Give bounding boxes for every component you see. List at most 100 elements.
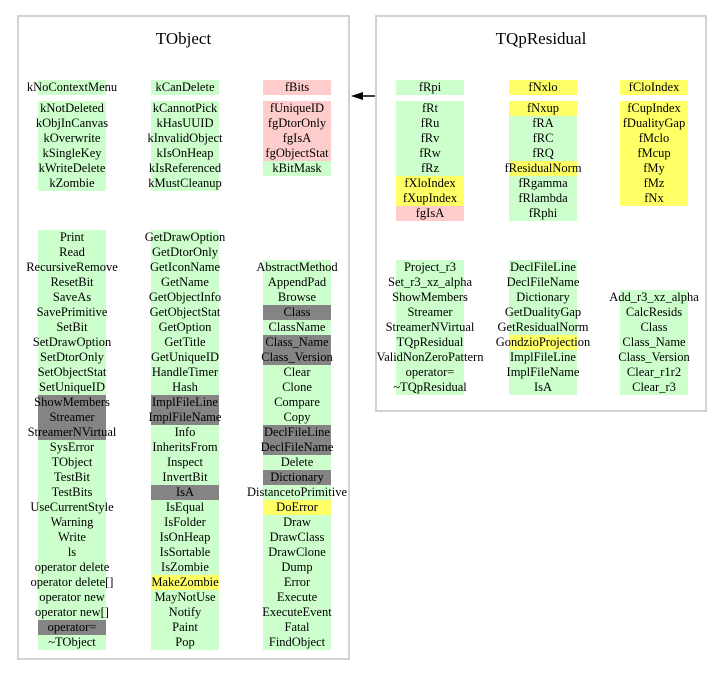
enum-cell[interactable]: kNoContextMenu xyxy=(27,80,117,95)
method-cell[interactable]: SetDrawOption xyxy=(33,335,111,350)
method-cell[interactable]: AppendPad xyxy=(263,275,331,290)
method-cell[interactable]: operator new xyxy=(38,590,106,605)
method-cell[interactable]: HandleTimer xyxy=(151,365,219,380)
method-cell[interactable]: Delete xyxy=(263,455,331,470)
method-cell[interactable]: GetName xyxy=(151,275,219,290)
method-cell[interactable]: GetUniqueID xyxy=(151,350,219,365)
method-cell[interactable]: Class xyxy=(620,320,688,335)
method-cell[interactable]: GetOption xyxy=(151,320,219,335)
data-member-cell[interactable]: fMclo xyxy=(620,131,688,146)
method-cell[interactable]: Browse xyxy=(263,290,331,305)
method-cell[interactable]: Class_Version xyxy=(261,350,333,365)
enum-cell[interactable]: kCanDelete xyxy=(151,80,219,95)
data-member-cell[interactable]: fBits xyxy=(263,80,331,95)
method-cell[interactable]: Class_Version xyxy=(618,350,690,365)
method-cell[interactable]: SetDtorOnly xyxy=(38,350,106,365)
data-member-cell[interactable]: fMy xyxy=(620,161,688,176)
enum-cell[interactable]: kOverwrite xyxy=(38,131,106,146)
method-cell[interactable]: IsFolder xyxy=(151,515,219,530)
method-cell[interactable]: DrawClass xyxy=(263,530,331,545)
method-cell[interactable]: StreamerNVirtual xyxy=(28,425,116,440)
method-cell[interactable]: Inspect xyxy=(151,455,219,470)
data-member-cell[interactable]: fXloIndex xyxy=(396,176,464,191)
data-member-cell[interactable]: fRpi xyxy=(396,80,464,95)
method-cell[interactable]: operator delete[] xyxy=(31,575,113,590)
method-cell[interactable]: StreamerNVirtual xyxy=(386,320,474,335)
method-cell[interactable]: TestBits xyxy=(38,485,106,500)
data-member-cell[interactable]: fRv xyxy=(396,131,464,146)
data-member-cell[interactable]: fDualityGap xyxy=(620,116,688,131)
method-cell[interactable]: IsOnHeap xyxy=(151,530,219,545)
method-cell[interactable]: GetDualityGap xyxy=(505,305,581,320)
enum-cell[interactable]: kCannotPick xyxy=(151,101,219,116)
method-cell[interactable]: InheritsFrom xyxy=(151,440,219,455)
enum-cell[interactable]: kWriteDelete xyxy=(38,161,106,176)
data-member-cell[interactable]: kBitMask xyxy=(263,161,331,176)
method-cell[interactable]: SetUniqueID xyxy=(38,380,106,395)
method-cell[interactable]: ExecuteEvent xyxy=(262,605,332,620)
data-member-cell[interactable]: fRQ xyxy=(509,146,577,161)
method-cell[interactable]: UseCurrentStyle xyxy=(30,500,114,515)
method-cell[interactable]: Clear_r1r2 xyxy=(620,365,688,380)
enum-cell[interactable]: kInvalidObject xyxy=(148,131,223,146)
data-member-cell[interactable]: fMz xyxy=(620,176,688,191)
method-cell[interactable]: GetDrawOption xyxy=(145,230,225,245)
data-member-cell[interactable]: fgIsA xyxy=(263,131,331,146)
method-cell[interactable]: GetDtorOnly xyxy=(151,245,219,260)
method-cell[interactable]: Error xyxy=(263,575,331,590)
method-cell[interactable]: GetTitle xyxy=(151,335,219,350)
method-cell[interactable]: DistancetoPrimitive xyxy=(247,485,347,500)
data-member-cell[interactable]: fNxlo xyxy=(509,80,577,95)
method-cell[interactable]: DoError xyxy=(263,500,331,515)
method-cell[interactable]: Dictionary xyxy=(263,470,331,485)
data-member-cell[interactable]: fMcup xyxy=(620,146,688,161)
method-cell[interactable]: ImplFileName xyxy=(149,410,221,425)
method-cell[interactable]: GetIconName xyxy=(150,260,220,275)
method-cell[interactable]: operator delete xyxy=(35,560,109,575)
data-member-cell[interactable]: fRlambda xyxy=(509,191,577,206)
method-cell[interactable]: Clone xyxy=(263,380,331,395)
method-cell[interactable]: operator= xyxy=(38,620,106,635)
data-member-cell[interactable]: fgDtorOnly xyxy=(263,116,331,131)
enum-cell[interactable]: kNotDeleted xyxy=(38,101,106,116)
data-member-cell[interactable]: fRu xyxy=(396,116,464,131)
method-cell[interactable]: IsZombie xyxy=(151,560,219,575)
method-cell[interactable]: Pop xyxy=(151,635,219,650)
method-cell[interactable]: MakeZombie xyxy=(151,575,219,590)
method-cell[interactable]: ~TObject xyxy=(38,635,106,650)
method-cell[interactable]: TQpResidual xyxy=(396,335,464,350)
method-cell[interactable]: Class_Name xyxy=(620,335,688,350)
data-member-cell[interactable]: fXupIndex xyxy=(396,191,464,206)
data-member-cell[interactable]: fRw xyxy=(396,146,464,161)
method-cell[interactable]: DeclFileLine xyxy=(509,260,577,275)
method-cell[interactable]: Class xyxy=(263,305,331,320)
method-cell[interactable]: SaveAs xyxy=(38,290,106,305)
method-cell[interactable]: DeclFileName xyxy=(507,275,579,290)
method-cell[interactable]: ValidNonZeroPattern xyxy=(377,350,483,365)
method-cell[interactable]: Dump xyxy=(263,560,331,575)
enum-cell[interactable]: kHasUUID xyxy=(151,116,219,131)
method-cell[interactable]: IsSortable xyxy=(151,545,219,560)
method-cell[interactable]: Print xyxy=(38,230,106,245)
method-cell[interactable]: Compare xyxy=(263,395,331,410)
data-member-cell[interactable]: fCupIndex xyxy=(620,101,688,116)
method-cell[interactable]: ClassName xyxy=(263,320,331,335)
method-cell[interactable]: Draw xyxy=(263,515,331,530)
method-cell[interactable]: Execute xyxy=(263,590,331,605)
method-cell[interactable]: ImplFileLine xyxy=(509,350,577,365)
method-cell[interactable]: operator new[] xyxy=(35,605,109,620)
method-cell[interactable]: DrawClone xyxy=(263,545,331,560)
method-cell[interactable]: ls xyxy=(38,545,106,560)
method-cell[interactable]: TestBit xyxy=(38,470,106,485)
data-member-cell[interactable]: fRC xyxy=(509,131,577,146)
method-cell[interactable]: Paint xyxy=(151,620,219,635)
data-member-cell[interactable]: fResidualNorm xyxy=(504,161,582,176)
data-member-cell[interactable]: fRA xyxy=(509,116,577,131)
data-member-cell[interactable]: fRz xyxy=(396,161,464,176)
enum-cell[interactable]: kObjInCanvas xyxy=(36,116,108,131)
method-cell[interactable]: DeclFileLine xyxy=(263,425,331,440)
enum-cell[interactable]: kSingleKey xyxy=(38,146,106,161)
method-cell[interactable]: SetBit xyxy=(38,320,106,335)
data-member-cell[interactable]: fRphi xyxy=(509,206,577,221)
method-cell[interactable]: Info xyxy=(151,425,219,440)
